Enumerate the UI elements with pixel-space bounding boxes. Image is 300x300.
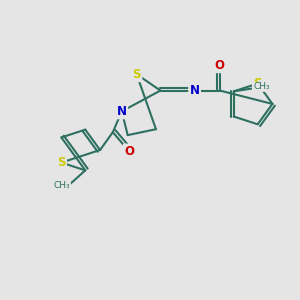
Text: S: S <box>254 77 262 90</box>
Text: S: S <box>57 156 66 169</box>
Text: CH₃: CH₃ <box>54 181 70 190</box>
Text: O: O <box>215 59 225 72</box>
Text: N: N <box>117 105 127 118</box>
Text: CH₃: CH₃ <box>253 82 270 91</box>
Text: O: O <box>124 145 134 158</box>
Text: S: S <box>132 68 141 81</box>
Text: N: N <box>190 84 200 97</box>
